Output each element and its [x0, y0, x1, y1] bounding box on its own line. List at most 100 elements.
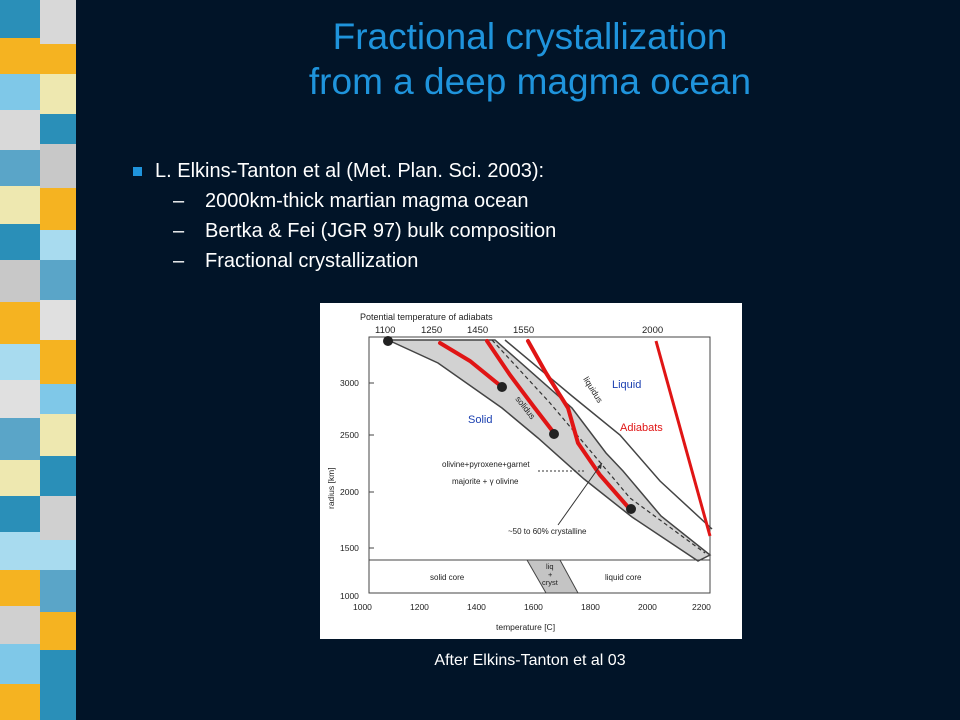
strip-cell	[0, 644, 40, 684]
y-tick: 2000	[340, 487, 359, 497]
strip-cell	[0, 606, 40, 644]
liquidus-label: liquidus	[581, 375, 605, 405]
adiabat-2000	[654, 340, 712, 537]
strip-cell	[40, 612, 76, 650]
strip-cell	[0, 260, 40, 302]
strip-cell	[40, 340, 76, 384]
strip-cell	[40, 230, 76, 260]
strip-cell	[40, 650, 76, 720]
y-tick: 2500	[340, 430, 359, 440]
adiabat-tick-1450: 1450	[467, 325, 488, 336]
bullet-list: L. Elkins-Tanton et al (Met. Plan. Sci. …	[133, 156, 556, 276]
strip-cell	[0, 496, 40, 532]
solid-core-label: solid core	[430, 573, 465, 582]
strip-cell	[0, 344, 40, 380]
strip-cell	[0, 150, 40, 186]
strip-cell	[0, 684, 40, 720]
strip-cell	[40, 114, 76, 144]
mineral-label-2: majorite + γ olivine	[452, 477, 519, 486]
crystalline-pointer	[557, 462, 603, 526]
adiabats-label: Adiabats	[620, 422, 663, 434]
crystalline-label: ~50 to 60% crystalline	[508, 527, 587, 536]
phase-diagram-figure: Potential temperature of adiabats 1100 1…	[320, 303, 742, 639]
strip-cell	[40, 144, 76, 188]
sub-bullet-item: – Bertka & Fei (JGR 97) bulk composition	[133, 216, 556, 246]
x-tick: 1800	[581, 602, 600, 612]
strip-cell	[40, 260, 76, 300]
sub-bullet-item: – Fractional crystallization	[133, 246, 556, 276]
strip-cell	[40, 540, 76, 570]
x-tick: 1600	[524, 602, 543, 612]
x-tick: 1400	[467, 602, 486, 612]
sub-bullet-text: 2000km-thick martian magma ocean	[205, 190, 529, 212]
adiabat-tick-1250: 1250	[421, 325, 442, 336]
bullet-text: L. Elkins-Tanton et al (Met. Plan. Sci. …	[155, 160, 545, 182]
phase-diagram-svg: Potential temperature of adiabats 1100 1…	[326, 312, 713, 632]
figure-caption: After Elkins-Tanton et al 03	[434, 652, 626, 669]
adiabat-tick-2000: 2000	[642, 325, 663, 336]
potential-temperature-label: Potential temperature of adiabats	[360, 312, 493, 322]
sub-bullet-text: Fractional crystallization	[205, 250, 419, 272]
plot-frame	[368, 336, 711, 594]
strip-cell	[40, 456, 76, 496]
y-axis-label: radius [km]	[326, 467, 336, 509]
strip-cell	[40, 300, 76, 340]
strip-cell	[40, 384, 76, 414]
adiabat-1550	[526, 339, 630, 509]
adiabat-point	[549, 429, 559, 439]
dashed-adiabat	[491, 339, 706, 554]
strip-cell	[0, 186, 40, 224]
cryst-label: cryst	[542, 578, 559, 587]
bullet-item: L. Elkins-Tanton et al (Met. Plan. Sci. …	[133, 156, 556, 186]
sub-bullet-text: Bertka & Fei (JGR 97) bulk composition	[205, 220, 557, 242]
liquid-core-label: liquid core	[605, 573, 642, 582]
adiabat-tick-1100: 1100	[375, 325, 395, 336]
y-tick: 1000	[340, 591, 359, 601]
solid-label: Solid	[468, 414, 492, 426]
adiabat-point	[497, 382, 507, 392]
adiabat-point	[383, 336, 393, 346]
strip-cell	[0, 110, 40, 150]
strip-cell	[0, 570, 40, 606]
adiabat-1450	[485, 339, 556, 435]
strip-cell	[40, 570, 76, 612]
strip-cell	[0, 380, 40, 418]
adiabat-1250	[438, 341, 504, 389]
strip-cell	[0, 74, 40, 110]
decorative-strip	[0, 0, 96, 720]
bullet-square-icon	[133, 167, 142, 176]
plus-label: +	[548, 570, 553, 579]
x-tick: 2200	[692, 602, 711, 612]
strip-cell	[40, 74, 76, 114]
y-tick: 1500	[340, 543, 359, 553]
liquid-label: Liquid	[612, 379, 641, 391]
strip-cell	[0, 302, 40, 344]
strip-cell	[0, 460, 40, 496]
dash-icon: –	[173, 220, 185, 242]
x-tick: 2000	[638, 602, 657, 612]
x-tick: 1000	[353, 602, 372, 612]
core-mush-zone	[526, 559, 579, 594]
strip-cell	[0, 224, 40, 260]
slide-title: Fractional crystallization from a deep m…	[150, 14, 910, 104]
strip-cell	[40, 414, 76, 456]
title-line-2: from a deep magma ocean	[308, 61, 752, 102]
adiabat-point	[626, 504, 636, 514]
x-axis-label: temperature [C]	[496, 622, 555, 632]
strip-cell	[0, 418, 40, 460]
y-tick: 3000	[340, 378, 359, 388]
dash-icon: –	[173, 190, 185, 212]
strip-cell	[0, 38, 40, 74]
strip-cell	[40, 496, 76, 540]
x-tick: 1200	[410, 602, 429, 612]
liq-label: liq	[546, 562, 554, 571]
arrow-head-icon	[597, 463, 602, 469]
dash-icon: –	[173, 250, 185, 272]
strip-cell	[40, 44, 76, 74]
strip-cell	[40, 0, 76, 44]
strip-cell	[0, 0, 40, 38]
title-line-1: Fractional crystallization	[332, 16, 728, 57]
sub-bullet-item: – 2000km-thick martian magma ocean	[133, 186, 556, 216]
adiabat-tick-1550: 1550	[513, 325, 534, 336]
strip-cell	[0, 532, 40, 570]
